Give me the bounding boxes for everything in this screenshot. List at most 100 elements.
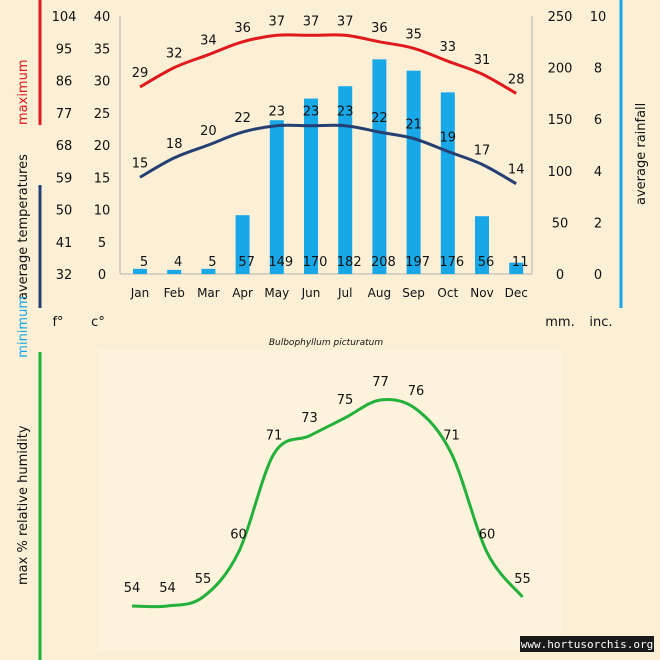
month-label: Feb — [164, 286, 185, 300]
rainfall-bar — [372, 59, 387, 275]
rainfall-bar — [475, 216, 489, 274]
celsius-tick: 20 — [94, 139, 111, 154]
celsius-tick: 10 — [94, 204, 111, 219]
fahrenheit-tick: 59 — [56, 171, 73, 186]
maximum-value-label: 36 — [371, 21, 388, 36]
watermark-background — [520, 636, 654, 652]
fahrenheit-tick: 68 — [56, 139, 73, 154]
maximum-value-label: 34 — [200, 34, 217, 49]
rain-mm-tick: 250 — [548, 10, 573, 25]
rainfall-value-label: 56 — [478, 255, 495, 270]
humidity-value-label: 60 — [230, 527, 247, 542]
month-label: Jun — [301, 286, 321, 300]
temperature-lines — [139, 33, 517, 186]
minimum-value-label: 15 — [132, 156, 149, 171]
maximum-value-label: 35 — [405, 27, 422, 42]
rain-inches-tick: 8 — [594, 62, 602, 77]
rain-inches-tick: 0 — [594, 268, 602, 283]
humidity-line — [131, 398, 524, 609]
humidity-value-label: 75 — [337, 393, 354, 408]
minimum-value-label: 21 — [405, 118, 422, 133]
rain-mm-tick: 50 — [552, 216, 569, 231]
data-labels: 29 32 34 36 37 37 37 36 35 33 31 28 15 18 20 22 23 23 23 22… — [132, 14, 529, 270]
humidity-value-label: 77 — [372, 375, 389, 390]
maximum-value-label: 37 — [303, 14, 320, 29]
fahrenheit-tick: 86 — [56, 75, 73, 90]
fahrenheit-tick: 95 — [56, 42, 73, 57]
rainfall-bar — [201, 268, 216, 274]
species-name: Bulbophyllum picturatum — [269, 338, 384, 348]
fahrenheit-tick: 77 — [56, 107, 73, 122]
celsius-tick: 5 — [98, 236, 106, 251]
rainfall-value-label: 149 — [268, 255, 293, 270]
maximum-value-label: 37 — [337, 14, 354, 29]
fahrenheit-tick: 32 — [56, 268, 73, 283]
minimum-value-label: 22 — [371, 111, 388, 126]
minimum-value-label: 23 — [337, 105, 354, 120]
rain-inches-tick: 2 — [594, 216, 602, 231]
rainfall-bar — [133, 268, 147, 274]
rainfall-bar — [269, 120, 284, 275]
rainfall-bar — [338, 86, 353, 275]
minimum-value-label: 20 — [200, 124, 217, 139]
humidity-value-label: 60 — [479, 527, 496, 542]
humidity-value-label: 71 — [266, 429, 283, 444]
month-label: Oct — [437, 286, 458, 300]
rain-inches-tick: 10 — [590, 10, 607, 25]
humidity-value-label: 55 — [195, 572, 212, 587]
minimum-label: minimum — [16, 296, 31, 358]
celsius-unit-label: c° — [91, 315, 105, 330]
maximum-value-label: 29 — [132, 66, 149, 81]
rainfall-value-label: 5 — [208, 255, 216, 270]
humidity-value-label: 71 — [443, 429, 460, 444]
rainfall-bar — [304, 98, 318, 274]
celsius-tick: 35 — [94, 42, 111, 57]
month-label: Mar — [197, 286, 220, 300]
average-temperatures-label: average temperatures — [16, 154, 31, 300]
rainfall-value-label: 176 — [439, 255, 464, 270]
rainfall-value-label: 170 — [303, 255, 328, 270]
minimum-value-label: 14 — [508, 163, 525, 178]
rainfall-bar — [167, 269, 182, 274]
rainfall-bar — [509, 262, 524, 274]
rainfall-bar — [440, 92, 455, 274]
rainfall-value-label: 4 — [174, 255, 182, 270]
rain-inches-tick: 6 — [594, 113, 602, 128]
rain-mm-tick: 200 — [548, 62, 573, 77]
month-label: Aug — [368, 286, 391, 300]
minimum-value-label: 19 — [440, 130, 457, 145]
celsius-tick: 15 — [94, 171, 111, 186]
month-label: Apr — [232, 286, 253, 300]
inches-unit-label: inc. — [589, 315, 612, 330]
rainfall-value-label: 5 — [140, 255, 148, 270]
celsius-tick: 40 — [94, 10, 111, 25]
minimum-value-label: 23 — [269, 105, 286, 120]
minimum-value-label: 18 — [166, 137, 183, 152]
humidity-axis-label: max % relative humidity — [16, 425, 31, 585]
month-label: Nov — [470, 286, 493, 300]
maximum-value-label: 32 — [166, 47, 183, 62]
humidity-chart: 54 54 55 60 71 73 75 77 76 71 60 55 — [124, 375, 531, 609]
rainfall-value-label: 208 — [371, 255, 396, 270]
maximum-label: maximum — [16, 59, 31, 125]
rainfall-bar — [235, 215, 250, 274]
mm-unit-label: mm. — [545, 315, 574, 330]
maximum-value-label: 33 — [440, 40, 457, 55]
rain-mm-tick: 150 — [548, 113, 573, 128]
rain-mm-tick: 100 — [548, 165, 573, 180]
month-labels: Jan Feb Mar Apr May Jun Jul Aug Sep Oct Nov Dec — [130, 286, 528, 300]
fahrenheit-tick: 104 — [52, 10, 77, 25]
rainfall-bars — [133, 59, 524, 275]
rainfall-value-label: 197 — [405, 255, 430, 270]
rainfall-value-label: 182 — [337, 255, 362, 270]
minimum-value-label: 17 — [474, 143, 491, 158]
minimum-value-label: 22 — [234, 111, 251, 126]
humidity-value-label: 73 — [301, 411, 318, 426]
month-label: Jan — [130, 286, 150, 300]
humidity-value-label: 55 — [514, 572, 531, 587]
humidity-value-label: 54 — [159, 581, 176, 596]
fahrenheit-tick: 41 — [56, 236, 73, 251]
